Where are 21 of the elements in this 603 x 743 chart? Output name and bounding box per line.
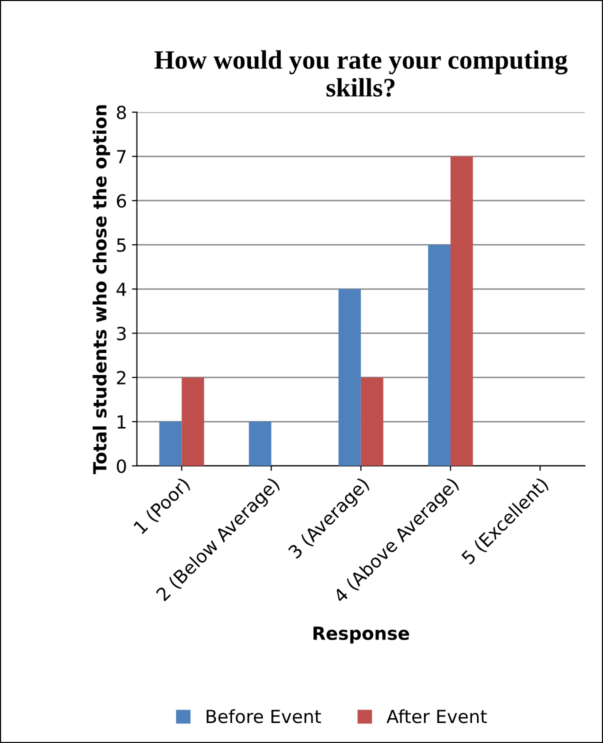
y-axis-title: Total students who chose the option — [92, 105, 110, 474]
y-tick-label: 4 — [116, 282, 126, 296]
y-tick-label: 3 — [117, 326, 126, 340]
chart-title: How would you rate your computing skills? — [154, 50, 568, 97]
y-tick-label: 5 — [117, 238, 126, 252]
y-tick-label: 8 — [116, 106, 126, 120]
y-tick-label: 7 — [117, 150, 126, 164]
bar — [360, 377, 384, 466]
bar — [159, 422, 182, 466]
bar — [450, 156, 473, 466]
bar — [428, 244, 450, 466]
legend-label: After Event — [386, 709, 487, 724]
bar — [338, 289, 361, 466]
y-tick-label: 0 — [116, 459, 126, 473]
legend-label: Before Event — [206, 709, 321, 724]
y-tick-label: 1 — [118, 415, 126, 429]
y-tick-label: 6 — [116, 194, 126, 208]
x-axis-title: Response — [314, 626, 410, 644]
y-tick-label: 2 — [116, 370, 126, 384]
bar — [248, 422, 272, 466]
bar — [182, 377, 204, 466]
